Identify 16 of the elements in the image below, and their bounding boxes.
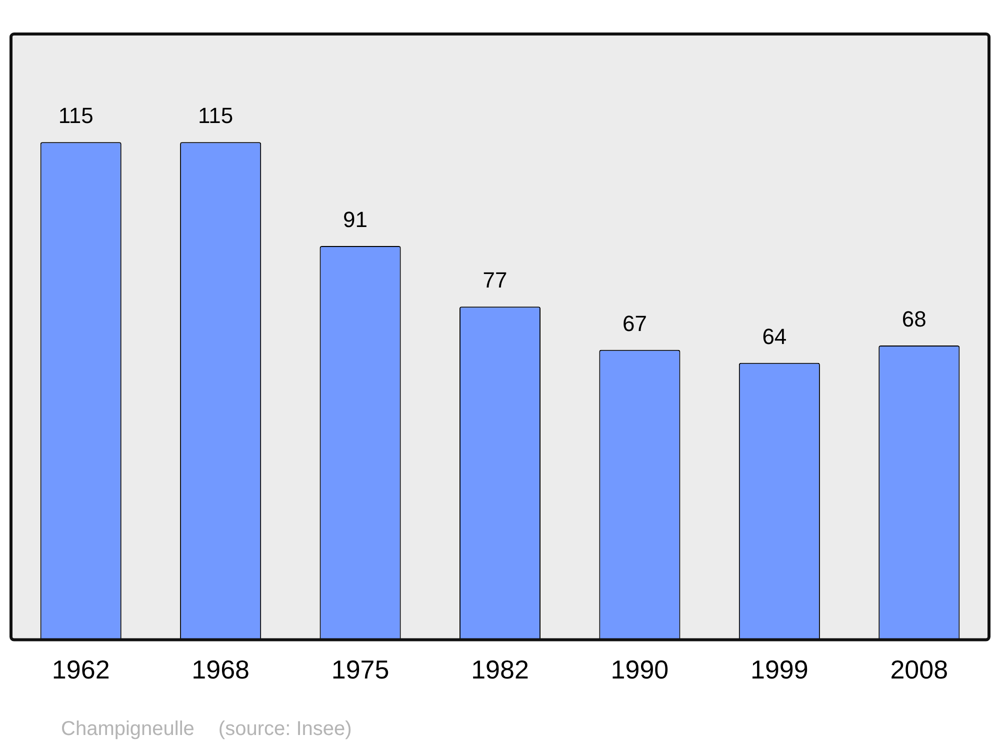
- text: (source: Insee): [218, 718, 352, 740]
- data-label: 64: [762, 324, 787, 349]
- text: Champigneulle: [61, 718, 194, 740]
- data-label: 68: [902, 306, 926, 332]
- data-label: 67: [622, 310, 647, 336]
- x-tick-label: 1990: [610, 654, 669, 685]
- data-label: 115: [58, 103, 94, 128]
- x-tick-label: 1962: [52, 654, 110, 685]
- x-tick-label: 1975: [331, 654, 390, 685]
- x-tick-label: 1999: [750, 654, 808, 685]
- data-label: 115: [198, 103, 234, 128]
- x-tick-label: 1982: [471, 654, 529, 685]
- data-label: 91: [343, 207, 368, 232]
- data-label: 77: [482, 268, 508, 293]
- x-tick-label: 1968: [192, 654, 250, 685]
- x-tick-label: 2008: [890, 654, 948, 685]
